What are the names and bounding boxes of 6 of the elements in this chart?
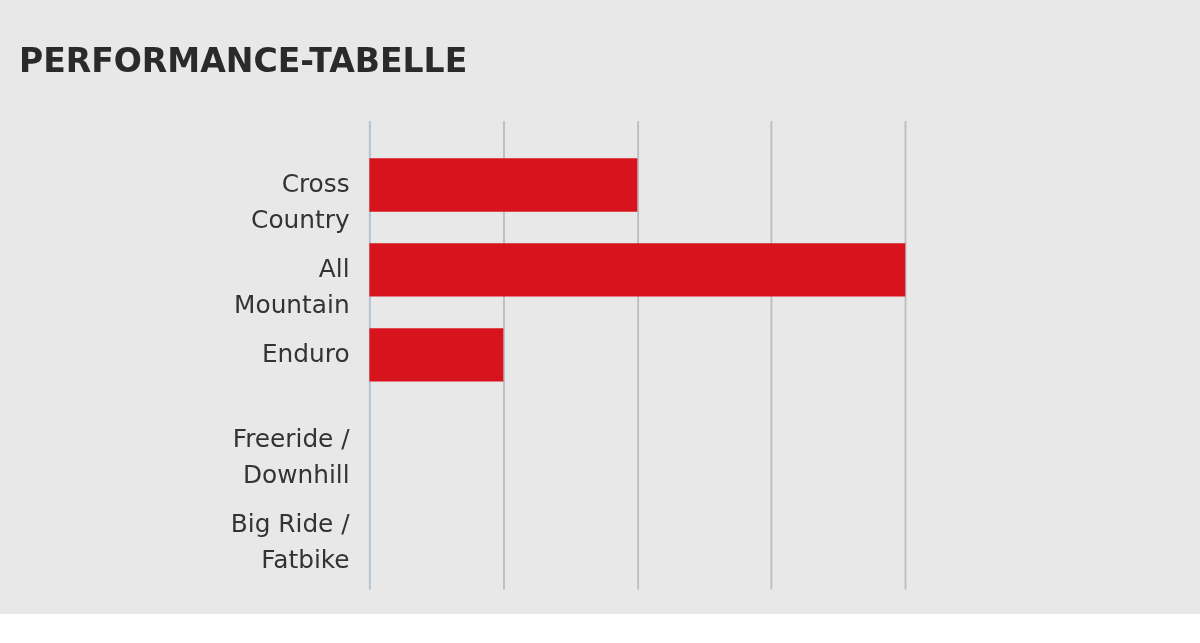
- chart-title: PERFORMANCE-TABELLE: [18, 40, 468, 80]
- y-tick-label: Freeride / Downhill: [232, 424, 351, 489]
- y-tick-label: All Mountain: [234, 254, 350, 320]
- y-tick-label: Big Ride / Fatbike: [230, 508, 351, 574]
- y-tick-label: Enduro: [261, 339, 350, 369]
- y-tick-label: Cross Country: [251, 169, 350, 235]
